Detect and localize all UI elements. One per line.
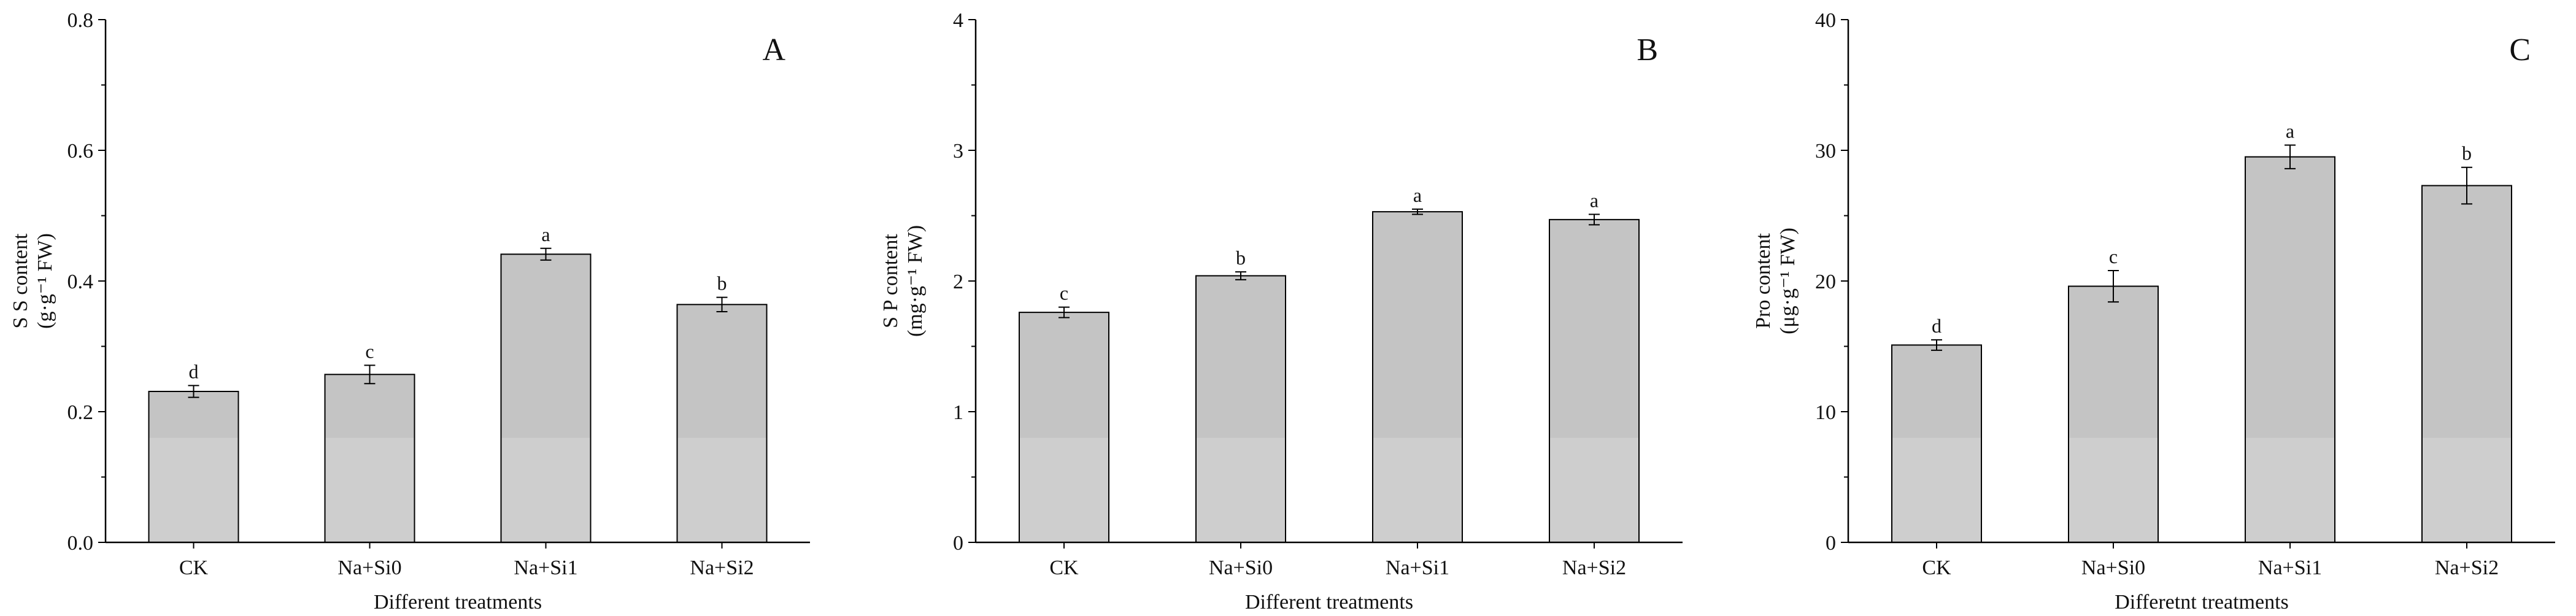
error-bar — [2461, 166, 2472, 205]
y-tick-label: 30 — [1815, 140, 1836, 163]
bar-lower-shade — [148, 437, 239, 542]
y-tick-label: 0.4 — [67, 271, 94, 293]
y-tick-label: 2 — [953, 271, 963, 293]
y-tick-label: 4 — [953, 9, 963, 32]
x-axis-title: Different treatments — [374, 591, 542, 614]
bar-lower-shade — [2069, 437, 2158, 542]
bar-lower-shade — [2245, 437, 2335, 542]
x-tick-label: Na+Si1 — [514, 556, 577, 579]
bar-lower-shade — [501, 437, 591, 542]
x-tick-label: Na+Si1 — [1386, 556, 1449, 579]
panel-label: A — [762, 33, 785, 67]
significance-letter: b — [717, 272, 727, 295]
y-tick-label: 0.8 — [67, 9, 94, 32]
y-axis-title: S P content — [879, 234, 902, 328]
error-bar — [2285, 144, 2296, 169]
bar-lower-shade — [2422, 437, 2512, 542]
x-tick-label: CK — [1922, 556, 1951, 579]
y-tick-label: 40 — [1815, 9, 1836, 32]
bar-lower-shade — [1196, 437, 1286, 542]
x-tick-label: Na+Si0 — [1209, 556, 1273, 579]
significance-letter: d — [1932, 315, 1942, 337]
error-bar — [1059, 306, 1070, 318]
error-bar — [1235, 271, 1246, 280]
bar-lower-shade — [1549, 437, 1639, 542]
x-tick-label: Na+Si1 — [2258, 556, 2322, 579]
error-bar — [1589, 214, 1600, 226]
bar-lower-shade — [325, 437, 415, 542]
error-bar — [716, 296, 728, 313]
chart-panel-a: d CK c Na+Si0 a Na+Si1 b Na+Si2 0.0 0.2 0.4 0.6 0.8 S… — [9, 9, 810, 614]
bar-lower-shade — [1019, 437, 1109, 542]
chart-panel-c: d CK c Na+Si0 a Na+Si1 b Na+Si2 0 10 20 30 40 Pro con… — [1752, 9, 2555, 614]
y-tick-label: 20 — [1815, 271, 1836, 293]
bar-lower-shade — [1373, 437, 1462, 542]
x-tick-label: Na+Si2 — [1562, 556, 1626, 579]
significance-letter: a — [2286, 120, 2294, 142]
error-bar — [364, 364, 376, 385]
y-tick-label: 0.0 — [67, 532, 94, 555]
significance-letter: c — [2109, 245, 2118, 268]
significance-letter: c — [1060, 282, 1068, 304]
y-tick-label: 10 — [1815, 401, 1836, 424]
y-axis-unit: (mg·g⁻¹ FW) — [904, 225, 927, 337]
significance-letter: c — [365, 340, 374, 362]
significance-letter: d — [189, 360, 199, 382]
x-axis-title: Differetnt treatments — [2115, 591, 2289, 614]
significance-letter: b — [1236, 247, 1246, 269]
panel-label: B — [1637, 33, 1658, 67]
x-tick-label: CK — [179, 556, 209, 579]
y-axis-unit: (g·g⁻¹ FW) — [34, 233, 56, 329]
y-tick-label: 0.6 — [67, 140, 94, 163]
error-bar — [1931, 339, 1942, 351]
y-axis-title: Pro content — [1752, 233, 1775, 329]
y-tick-label: 1 — [953, 401, 963, 424]
y-tick-label: 0 — [1826, 532, 1836, 555]
y-axis-title: S S content — [9, 233, 32, 328]
error-bar — [188, 385, 199, 398]
y-axis-unit: (μg·g⁻¹ FW) — [1776, 228, 1799, 334]
significance-letter: a — [1590, 189, 1598, 211]
x-tick-label: Na+Si2 — [2435, 556, 2499, 579]
significance-letter: a — [541, 223, 550, 245]
x-tick-label: CK — [1049, 556, 1079, 579]
error-bar — [540, 247, 552, 261]
bar-lower-shade — [1892, 437, 1981, 542]
y-tick-label: 3 — [953, 140, 963, 163]
panel-label: C — [2509, 33, 2531, 67]
x-tick-label: Na+Si0 — [2081, 556, 2145, 579]
x-axis-title: Different treatments — [1245, 591, 1413, 614]
significance-letter: a — [1413, 184, 1422, 206]
chart-panel-b: c CK b Na+Si0 a Na+Si1 a Na+Si2 0 1 2 3 4 S P content… — [879, 9, 1683, 614]
y-tick-label: 0.2 — [67, 401, 94, 424]
y-tick-label: 0 — [953, 532, 963, 555]
x-tick-label: Na+Si0 — [337, 556, 401, 579]
significance-letter: b — [2462, 142, 2472, 164]
x-tick-label: Na+Si2 — [690, 556, 754, 579]
bar-lower-shade — [677, 437, 767, 542]
error-bar — [1412, 208, 1423, 215]
error-bar — [2108, 269, 2119, 303]
